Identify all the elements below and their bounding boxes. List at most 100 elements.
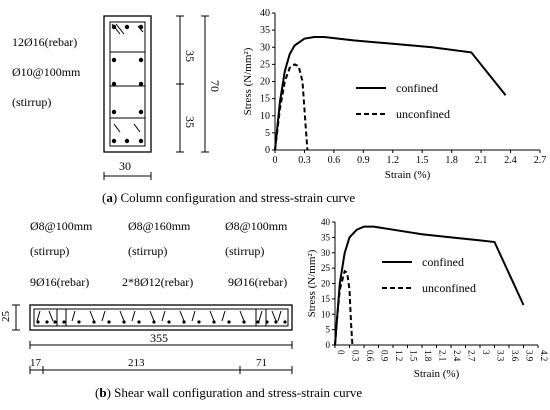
x-tick-label: 0.9 bbox=[357, 155, 370, 166]
wall-rebars bbox=[36, 320, 287, 324]
series-line-unconfined bbox=[334, 269, 354, 346]
legend-label-confined: confined bbox=[422, 255, 464, 269]
column-stirrup-outer bbox=[109, 21, 146, 147]
x-tick-label: 1.5 bbox=[409, 350, 419, 362]
caption-b-letter: b bbox=[99, 385, 107, 400]
x-tick-label: 3.6 bbox=[510, 350, 520, 362]
rebar-dot bbox=[111, 24, 117, 30]
x-tick-label: 3.9 bbox=[525, 350, 535, 362]
wall-hooks bbox=[36, 310, 282, 322]
wall-rebar-dot bbox=[242, 320, 246, 324]
x-tick-label: 0 bbox=[336, 350, 346, 355]
y-tick-label: 5 bbox=[265, 128, 270, 139]
x-tick-label: 0.9 bbox=[380, 350, 390, 362]
dim-seg-right: 71 bbox=[256, 357, 267, 369]
wall-mid-rebar-label: 2*8Ø12(rebar) bbox=[122, 275, 194, 289]
rebar-dot bbox=[124, 24, 130, 30]
wall-rebar-dot bbox=[283, 320, 287, 324]
series-line-confined bbox=[334, 225, 525, 346]
x-tick-label: 1.2 bbox=[394, 350, 404, 361]
y-tick-label: 15 bbox=[260, 94, 270, 105]
wall-rebar-dot bbox=[265, 320, 269, 324]
x-tick-label: 3 bbox=[481, 350, 491, 355]
rebar-dot bbox=[111, 81, 117, 87]
y-tick-label: 35 bbox=[321, 232, 331, 242]
wall-outline bbox=[29, 304, 293, 331]
dim-width: 30 bbox=[119, 159, 131, 173]
wall-tie-hook bbox=[209, 310, 215, 322]
x-tick-label: 0.6 bbox=[365, 350, 375, 362]
rebar-dot bbox=[111, 138, 117, 144]
column-rebar-label: 12Ø16(rebar) bbox=[12, 35, 78, 49]
rebar-dot bbox=[138, 24, 144, 30]
dim-wall-length: 355 bbox=[150, 331, 168, 345]
y-tick-label: 20 bbox=[260, 77, 270, 88]
wall-rebar-dot bbox=[152, 320, 156, 324]
x-tick-label: 1.2 bbox=[387, 155, 400, 166]
y-tick-label: 25 bbox=[321, 263, 331, 273]
rebar-dot bbox=[138, 109, 144, 115]
wall-tie-hook bbox=[239, 310, 245, 322]
rebar-dot bbox=[124, 138, 130, 144]
dim-seg-mid: 213 bbox=[128, 357, 145, 369]
x-tick-label: 0.3 bbox=[351, 350, 361, 362]
wall-tie-hook bbox=[48, 310, 54, 322]
wall-tie-hook bbox=[258, 310, 263, 322]
y-tick-label: 40 bbox=[260, 8, 270, 19]
y-tick-label: 0 bbox=[265, 145, 270, 156]
y-tick-label: 15 bbox=[321, 294, 331, 304]
wall-tie-hook bbox=[89, 310, 95, 322]
wall-left-stirrup-label: (stirrup) bbox=[30, 244, 70, 258]
x-tick-label: 4.2 bbox=[539, 350, 549, 361]
y-tick-label: 10 bbox=[260, 111, 270, 122]
column-dims bbox=[103, 15, 209, 180]
series-line-unconfined bbox=[274, 63, 309, 151]
wall-rebar-dot bbox=[45, 320, 49, 324]
wall-tie-hook bbox=[221, 310, 226, 322]
wall-right-stirrup-label: (stirrup) bbox=[225, 244, 265, 258]
x-tick-label: 0.3 bbox=[298, 155, 311, 166]
wall-rebar-dot bbox=[77, 320, 81, 324]
column-stirrup-spec-label: Ø10@100mm bbox=[12, 65, 81, 79]
column-hook-4 bbox=[113, 123, 121, 133]
y-tick-label: 10 bbox=[321, 309, 331, 319]
x-axis-label: Strain (%) bbox=[414, 368, 460, 380]
dim-height-top: 35 bbox=[183, 50, 197, 62]
column-hook-2 bbox=[115, 23, 125, 35]
dim-wall-thickness: 25 bbox=[0, 311, 12, 323]
wall-tie-hook bbox=[191, 310, 196, 322]
y-tick-label: 35 bbox=[260, 25, 270, 36]
wall-rebar-dot bbox=[137, 320, 141, 324]
caption-b-text: Shear wall configuration and stress-stra… bbox=[110, 385, 363, 400]
wall-rebar-dot bbox=[182, 320, 186, 324]
wall-rebar-dot bbox=[212, 320, 216, 324]
column-section bbox=[103, 15, 152, 153]
x-tick-label: 0.6 bbox=[328, 155, 341, 166]
y-tick-label: 30 bbox=[260, 42, 270, 53]
dim-total-height: 70 bbox=[208, 80, 222, 92]
column-outline bbox=[103, 15, 152, 153]
wall-right-stirrup-spec: Ø8@100mm bbox=[225, 219, 288, 233]
wall-tie-hook bbox=[71, 310, 76, 322]
y-tick-label: 5 bbox=[326, 325, 331, 335]
wall-tie-hook bbox=[161, 310, 166, 322]
wall-rebar-dot bbox=[36, 320, 40, 324]
x-tick-label: 2.1 bbox=[475, 155, 488, 166]
chart-column-stress-strain: 0 0.3 0.6 0.9 1.2 1.5 1.8 2.1 2.4 2.7 0 5 10 15 20 25 30… bbox=[242, 8, 546, 181]
y-tick-label: 40 bbox=[321, 217, 331, 227]
wall-mid-stirrup-label: (stirrup) bbox=[128, 244, 168, 258]
y-tick-label: 0 bbox=[326, 340, 331, 350]
legend-label-unconfined: unconfined bbox=[422, 281, 476, 295]
rebar-dot bbox=[138, 81, 144, 87]
x-tick-label: 2.1 bbox=[438, 350, 448, 361]
wall-rebar-dot bbox=[167, 320, 171, 324]
wall-tie-hook bbox=[277, 310, 282, 322]
caption-a-letter: a bbox=[106, 190, 113, 205]
wall-tie-hook bbox=[119, 310, 125, 322]
wall-tie-hook bbox=[271, 310, 277, 322]
x-tick-label: 1.8 bbox=[445, 155, 458, 166]
wall-rebar-dot bbox=[274, 320, 278, 324]
rebar-dot bbox=[138, 138, 144, 144]
wall-left-rebar-label: 9Ø16(rebar) bbox=[30, 275, 90, 289]
